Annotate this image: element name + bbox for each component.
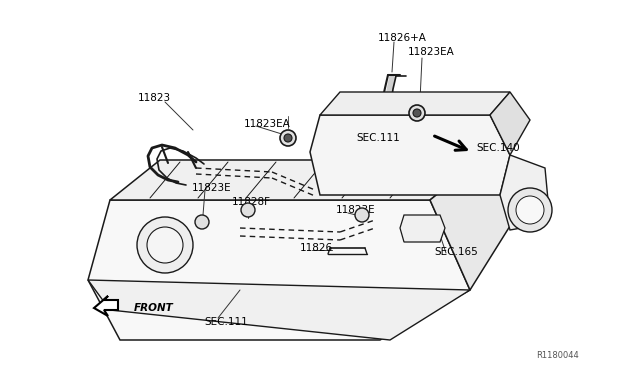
Circle shape (516, 196, 544, 224)
Text: 11823E: 11823E (192, 183, 232, 193)
Text: SEC.111: SEC.111 (204, 317, 248, 327)
Circle shape (195, 215, 209, 229)
Polygon shape (400, 215, 445, 242)
Text: 11823: 11823 (138, 93, 171, 103)
Text: 11823EA: 11823EA (244, 119, 291, 129)
Circle shape (508, 188, 552, 232)
Polygon shape (88, 280, 470, 340)
Text: 11826+A: 11826+A (378, 33, 427, 43)
Polygon shape (430, 160, 520, 290)
Polygon shape (490, 92, 530, 155)
Text: 11823EA: 11823EA (408, 47, 455, 57)
Text: 11826: 11826 (300, 243, 333, 253)
Text: SEC.165: SEC.165 (434, 247, 477, 257)
Polygon shape (110, 160, 480, 200)
Text: R1180044: R1180044 (536, 352, 579, 360)
Polygon shape (310, 115, 510, 195)
Polygon shape (500, 155, 548, 230)
Polygon shape (94, 296, 118, 316)
Circle shape (355, 208, 369, 222)
Text: FRONT: FRONT (134, 303, 173, 313)
Text: 11828F: 11828F (232, 197, 271, 207)
Circle shape (137, 217, 193, 273)
Text: SEC.140: SEC.140 (476, 143, 520, 153)
Circle shape (280, 130, 296, 146)
Polygon shape (320, 92, 510, 115)
Text: 11823E: 11823E (336, 205, 376, 215)
Text: SEC.111: SEC.111 (356, 133, 400, 143)
Polygon shape (88, 200, 470, 340)
Circle shape (147, 227, 183, 263)
Circle shape (409, 105, 425, 121)
Circle shape (284, 134, 292, 142)
Circle shape (241, 203, 255, 217)
Circle shape (413, 109, 421, 117)
